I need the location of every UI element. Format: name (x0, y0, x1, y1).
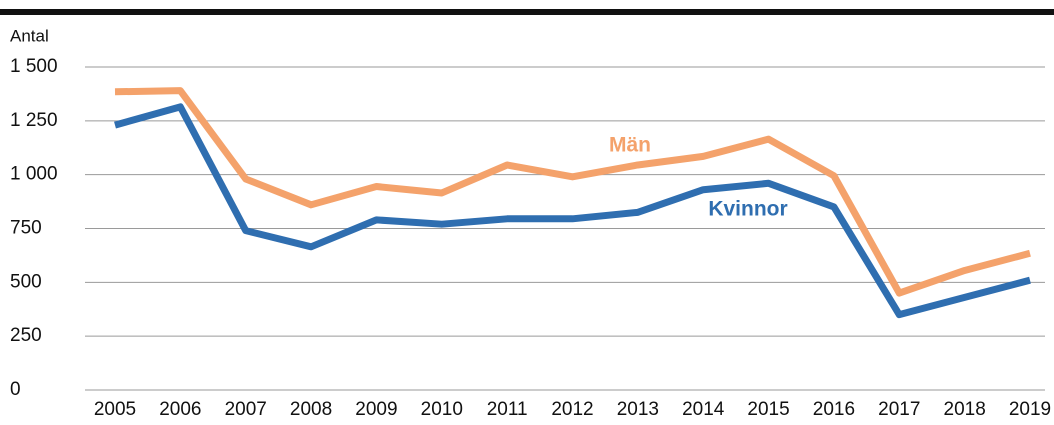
x-tick-label: 2008 (290, 399, 332, 420)
y-tick-label: 0 (10, 379, 21, 400)
series-label: Kvinnor (708, 198, 787, 221)
series-label: Män (609, 134, 651, 157)
top-rule (0, 9, 1054, 15)
x-tick-label: 2005 (94, 399, 136, 420)
x-tick-label: 2010 (421, 399, 463, 420)
y-axis-label: Antal (10, 26, 49, 45)
x-tick-label: 2007 (225, 399, 267, 420)
x-tick-label: 2016 (813, 399, 855, 420)
x-tick-label: 2006 (159, 399, 201, 420)
x-tick-label: 2012 (551, 399, 593, 420)
y-tick-label: 1 500 (10, 56, 58, 77)
x-tick-label: 2013 (617, 399, 659, 420)
series-line (114, 103, 1031, 319)
x-tick-label: 2011 (487, 399, 528, 420)
y-tick-label: 1 000 (10, 164, 58, 185)
y-tick-label: 1 250 (10, 110, 58, 131)
x-tick-label: 2015 (747, 399, 789, 420)
x-tick-label: 2009 (355, 399, 397, 420)
x-tick-label: 2018 (944, 399, 986, 420)
x-tick-label: 2017 (878, 399, 920, 420)
x-tick-label: 2019 (1009, 399, 1051, 420)
y-tick-label: 500 (10, 271, 42, 292)
series-line (114, 87, 1031, 297)
y-tick-label: 250 (10, 325, 42, 346)
x-tick-label: 2014 (682, 399, 725, 420)
y-tick-label: 750 (10, 218, 42, 239)
